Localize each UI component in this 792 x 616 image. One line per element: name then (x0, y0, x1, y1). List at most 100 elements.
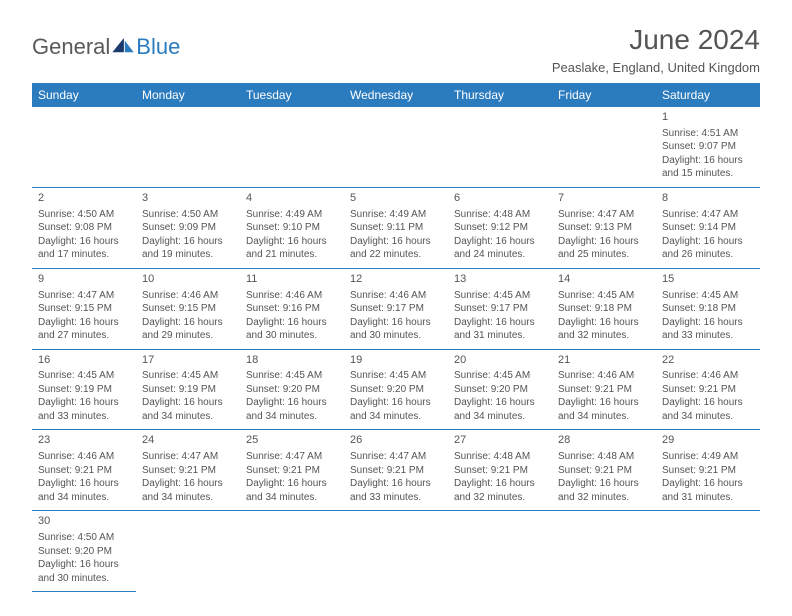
day-number: 18 (246, 353, 338, 368)
calendar-cell: 16Sunrise: 4:45 AMSunset: 9:19 PMDayligh… (32, 349, 136, 430)
calendar-cell (240, 511, 344, 592)
calendar-cell: 10Sunrise: 4:46 AMSunset: 9:15 PMDayligh… (136, 268, 240, 349)
sunrise-line: Sunrise: 4:48 AM (454, 450, 546, 464)
sunset-line: Sunset: 9:16 PM (246, 302, 338, 316)
calendar-page: General Blue June 2024 Peaslake, England… (0, 0, 792, 616)
daylight-line: Daylight: 16 hours and 34 minutes. (142, 477, 234, 504)
header-row: Sunday Monday Tuesday Wednesday Thursday… (32, 83, 760, 107)
calendar-cell (448, 511, 552, 592)
sunset-line: Sunset: 9:20 PM (246, 383, 338, 397)
sunrise-line: Sunrise: 4:49 AM (662, 450, 754, 464)
daylight-line: Daylight: 16 hours and 34 minutes. (38, 477, 130, 504)
daylight-line: Daylight: 16 hours and 25 minutes. (558, 235, 650, 262)
sunset-line: Sunset: 9:19 PM (38, 383, 130, 397)
sunset-line: Sunset: 9:21 PM (38, 464, 130, 478)
sunset-line: Sunset: 9:21 PM (454, 464, 546, 478)
sunrise-line: Sunrise: 4:45 AM (38, 369, 130, 383)
day-number: 11 (246, 272, 338, 287)
logo-text-a: General (32, 34, 110, 60)
calendar-cell (240, 107, 344, 187)
sunset-line: Sunset: 9:21 PM (558, 464, 650, 478)
day-number: 19 (350, 353, 442, 368)
col-monday: Monday (136, 83, 240, 107)
daylight-line: Daylight: 16 hours and 34 minutes. (142, 396, 234, 423)
header: General Blue June 2024 Peaslake, England… (32, 24, 760, 75)
sunrise-line: Sunrise: 4:45 AM (662, 289, 754, 303)
sunrise-line: Sunrise: 4:45 AM (350, 369, 442, 383)
sail-icon (112, 38, 134, 54)
calendar-row: 23Sunrise: 4:46 AMSunset: 9:21 PMDayligh… (32, 430, 760, 511)
sunrise-line: Sunrise: 4:45 AM (558, 289, 650, 303)
calendar-cell: 24Sunrise: 4:47 AMSunset: 9:21 PMDayligh… (136, 430, 240, 511)
col-wednesday: Wednesday (344, 83, 448, 107)
sunset-line: Sunset: 9:21 PM (662, 383, 754, 397)
calendar-cell: 25Sunrise: 4:47 AMSunset: 9:21 PMDayligh… (240, 430, 344, 511)
calendar-row: 2Sunrise: 4:50 AMSunset: 9:08 PMDaylight… (32, 187, 760, 268)
sunset-line: Sunset: 9:20 PM (38, 545, 130, 559)
sunset-line: Sunset: 9:18 PM (558, 302, 650, 316)
sunrise-line: Sunrise: 4:47 AM (38, 289, 130, 303)
day-number: 26 (350, 433, 442, 448)
calendar-row: 16Sunrise: 4:45 AMSunset: 9:19 PMDayligh… (32, 349, 760, 430)
daylight-line: Daylight: 16 hours and 34 minutes. (350, 396, 442, 423)
daylight-line: Daylight: 16 hours and 32 minutes. (558, 477, 650, 504)
day-number: 16 (38, 353, 130, 368)
calendar-cell: 7Sunrise: 4:47 AMSunset: 9:13 PMDaylight… (552, 187, 656, 268)
sunrise-line: Sunrise: 4:48 AM (454, 208, 546, 222)
calendar-cell: 3Sunrise: 4:50 AMSunset: 9:09 PMDaylight… (136, 187, 240, 268)
day-number: 17 (142, 353, 234, 368)
sunrise-line: Sunrise: 4:46 AM (350, 289, 442, 303)
sunrise-line: Sunrise: 4:47 AM (662, 208, 754, 222)
sunset-line: Sunset: 9:15 PM (38, 302, 130, 316)
calendar-row: 30Sunrise: 4:50 AMSunset: 9:20 PMDayligh… (32, 511, 760, 592)
sunset-line: Sunset: 9:21 PM (142, 464, 234, 478)
calendar-cell: 21Sunrise: 4:46 AMSunset: 9:21 PMDayligh… (552, 349, 656, 430)
calendar-cell: 6Sunrise: 4:48 AMSunset: 9:12 PMDaylight… (448, 187, 552, 268)
sunset-line: Sunset: 9:07 PM (662, 140, 754, 154)
day-number: 9 (38, 272, 130, 287)
calendar-cell: 5Sunrise: 4:49 AMSunset: 9:11 PMDaylight… (344, 187, 448, 268)
sunset-line: Sunset: 9:21 PM (662, 464, 754, 478)
day-number: 15 (662, 272, 754, 287)
sunset-line: Sunset: 9:18 PM (662, 302, 754, 316)
day-number: 1 (662, 110, 754, 125)
calendar-cell: 26Sunrise: 4:47 AMSunset: 9:21 PMDayligh… (344, 430, 448, 511)
daylight-line: Daylight: 16 hours and 33 minutes. (662, 316, 754, 343)
calendar-cell: 29Sunrise: 4:49 AMSunset: 9:21 PMDayligh… (656, 430, 760, 511)
calendar-row: 9 Sunrise: 4:47 AMSunset: 9:15 PM Daylight… (32, 268, 760, 349)
calendar-cell (552, 511, 656, 592)
sunset-line: Sunset: 9:17 PM (454, 302, 546, 316)
calendar-cell: 20Sunrise: 4:45 AMSunset: 9:20 PMDayligh… (448, 349, 552, 430)
daylight-line: Daylight: 16 hours and 19 minutes. (142, 235, 234, 262)
calendar-cell: 4Sunrise: 4:49 AMSunset: 9:10 PMDaylight… (240, 187, 344, 268)
title-block: June 2024 Peaslake, England, United King… (552, 24, 760, 75)
calendar-cell (136, 511, 240, 592)
daylight-line: Daylight: 16 hours and 24 minutes. (454, 235, 546, 262)
day-number: 25 (246, 433, 338, 448)
day-number: 22 (662, 353, 754, 368)
sunset-line: Sunset: 9:21 PM (246, 464, 338, 478)
calendar-cell: 13Sunrise: 4:45 AMSunset: 9:17 PMDayligh… (448, 268, 552, 349)
sunset-line: Sunset: 9:13 PM (558, 221, 650, 235)
sunrise-line: Sunrise: 4:51 AM (662, 127, 754, 141)
sunrise-line: Sunrise: 4:46 AM (246, 289, 338, 303)
day-number: 20 (454, 353, 546, 368)
day-number: 21 (558, 353, 650, 368)
sunrise-line: Sunrise: 4:50 AM (142, 208, 234, 222)
calendar-cell: 22Sunrise: 4:46 AMSunset: 9:21 PMDayligh… (656, 349, 760, 430)
calendar-cell (656, 511, 760, 592)
day-number: 29 (662, 433, 754, 448)
daylight-line: Daylight: 16 hours and 21 minutes. (246, 235, 338, 262)
daylight-line: Daylight: 16 hours and 33 minutes. (350, 477, 442, 504)
calendar-cell: 14Sunrise: 4:45 AMSunset: 9:18 PMDayligh… (552, 268, 656, 349)
col-tuesday: Tuesday (240, 83, 344, 107)
daylight-line: Daylight: 16 hours and 30 minutes. (246, 316, 338, 343)
calendar-cell: 9Sunrise: 4:47 AMSunset: 9:15 PMDaylight… (32, 268, 136, 349)
day-number: 14 (558, 272, 650, 287)
day-number: 24 (142, 433, 234, 448)
calendar-cell (344, 511, 448, 592)
calendar-cell: 27Sunrise: 4:48 AMSunset: 9:21 PMDayligh… (448, 430, 552, 511)
logo: General Blue (32, 34, 180, 60)
calendar-cell (136, 107, 240, 187)
sunrise-line: Sunrise: 4:46 AM (38, 450, 130, 464)
